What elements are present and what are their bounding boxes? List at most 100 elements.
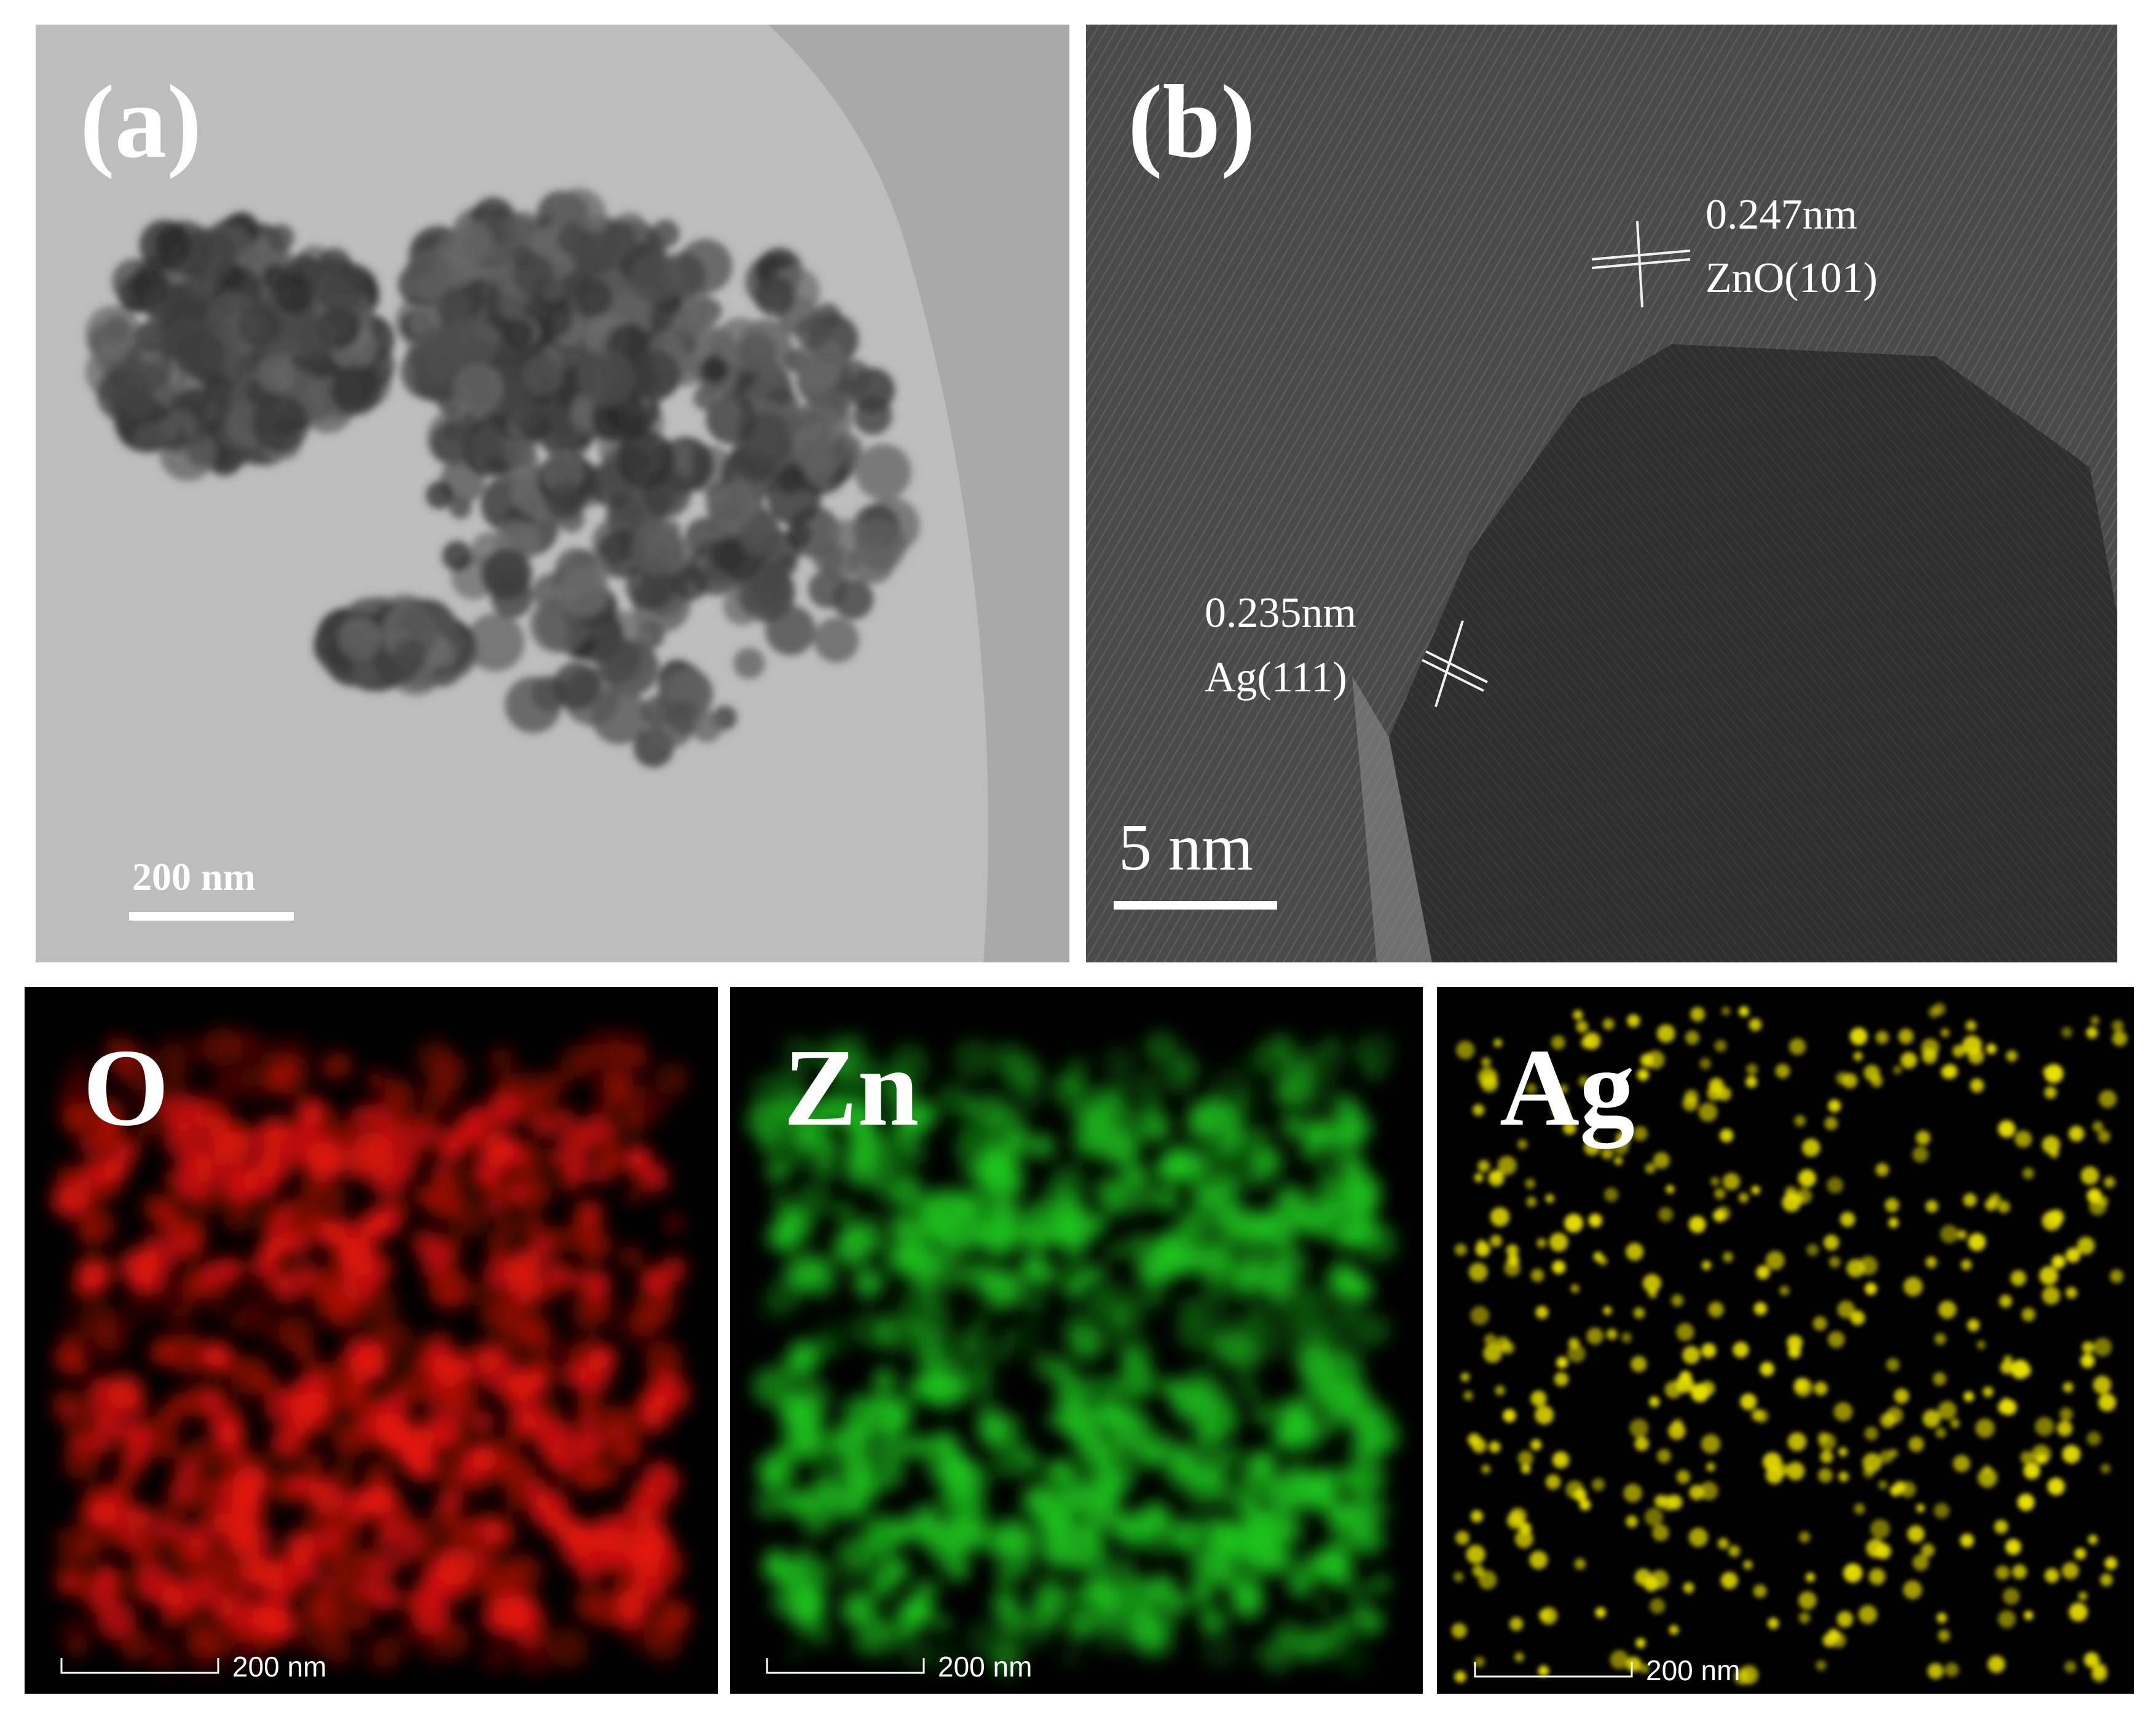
texture <box>1765 1251 1785 1270</box>
texture <box>557 566 609 618</box>
texture <box>1733 1342 1749 1358</box>
texture <box>848 1126 885 1164</box>
texture <box>1953 1455 1970 1472</box>
texture <box>639 1270 666 1297</box>
texture <box>377 1327 395 1344</box>
texture <box>1578 1075 1590 1087</box>
texture <box>1089 1374 1115 1401</box>
texture <box>2099 1573 2113 1586</box>
texture <box>611 229 637 255</box>
texture <box>1610 1650 1629 1670</box>
texture <box>1875 1031 1889 1044</box>
texture <box>1478 1067 1498 1087</box>
texture <box>1231 1257 1260 1286</box>
texture <box>808 1622 833 1648</box>
texture <box>1525 1178 1536 1189</box>
texture <box>1460 1372 1470 1382</box>
texture <box>1746 1063 1758 1075</box>
texture <box>1218 1142 1235 1159</box>
texture <box>418 1122 449 1152</box>
texture <box>1501 1342 1514 1354</box>
texture <box>801 1508 831 1538</box>
texture <box>1720 1128 1734 1142</box>
texture <box>1194 1287 1229 1322</box>
scale-bar-label: 200 nm <box>232 1651 326 1683</box>
texture <box>442 417 467 442</box>
texture <box>393 638 428 672</box>
texture <box>568 1342 592 1367</box>
texture <box>228 1260 245 1278</box>
texture <box>1050 1512 1074 1536</box>
panel-label: (a) <box>80 64 202 179</box>
texture <box>1451 1622 1467 1638</box>
texture <box>1335 1640 1372 1677</box>
texture <box>599 1519 640 1561</box>
texture <box>156 1278 197 1319</box>
texture <box>84 1327 121 1364</box>
texture <box>1053 1376 1085 1409</box>
texture <box>1472 1104 1485 1116</box>
texture <box>1152 1575 1176 1598</box>
texture <box>360 1547 377 1565</box>
texture <box>505 676 562 733</box>
annotation: 0.235nm <box>1205 589 1356 637</box>
texture <box>1997 1200 2010 1213</box>
texture <box>1824 1117 1838 1130</box>
texture <box>1521 1464 1531 1474</box>
texture <box>272 1272 304 1304</box>
texture <box>506 1373 533 1400</box>
texture <box>822 1341 838 1356</box>
texture <box>1889 1449 1898 1458</box>
texture <box>2104 1557 2118 1570</box>
texture <box>1864 1426 1878 1441</box>
texture <box>2021 1307 2036 1322</box>
scale-bar-label: 5 nm <box>1119 811 1253 884</box>
texture <box>1679 1370 1692 1383</box>
texture <box>2005 1539 2021 1555</box>
texture <box>1545 1474 1561 1490</box>
texture <box>1360 1058 1386 1083</box>
texture <box>215 1131 252 1168</box>
texture <box>195 1619 235 1659</box>
texture <box>139 219 191 271</box>
texture <box>482 1133 515 1165</box>
texture <box>691 710 723 743</box>
texture <box>1228 1212 1267 1250</box>
texture <box>189 1187 204 1203</box>
texture <box>2098 1393 2116 1412</box>
texture <box>1794 1378 1809 1393</box>
texture <box>183 1522 211 1551</box>
texture <box>79 1207 116 1244</box>
texture <box>1059 1644 1083 1668</box>
texture <box>1167 1376 1182 1392</box>
texture <box>1011 1324 1044 1357</box>
texture <box>793 1181 832 1221</box>
texture <box>626 1561 642 1577</box>
texture <box>1739 1006 1749 1017</box>
texture <box>168 1214 207 1254</box>
texture <box>1938 1629 1950 1642</box>
texture <box>772 1192 789 1208</box>
texture <box>1721 1006 1731 1016</box>
texture <box>2017 1493 2035 1511</box>
texture <box>1122 1353 1138 1369</box>
texture <box>1940 1225 1959 1243</box>
texture <box>1281 1252 1296 1268</box>
texture <box>2042 1135 2061 1154</box>
texture <box>765 1547 784 1567</box>
texture <box>2112 1031 2128 1047</box>
texture <box>1690 1383 1710 1402</box>
texture <box>948 1457 972 1480</box>
texture <box>1324 1631 1347 1653</box>
texture <box>733 647 765 679</box>
texture <box>130 1538 160 1569</box>
texture <box>427 1400 468 1441</box>
texture <box>1894 1388 1910 1404</box>
texture <box>1598 1256 1608 1265</box>
texture <box>1884 1198 1899 1213</box>
scale-bar <box>1474 1662 1633 1678</box>
texture <box>1714 1188 1726 1200</box>
texture <box>2082 1341 2095 1354</box>
texture <box>1066 1611 1096 1641</box>
texture <box>1478 1570 1497 1589</box>
